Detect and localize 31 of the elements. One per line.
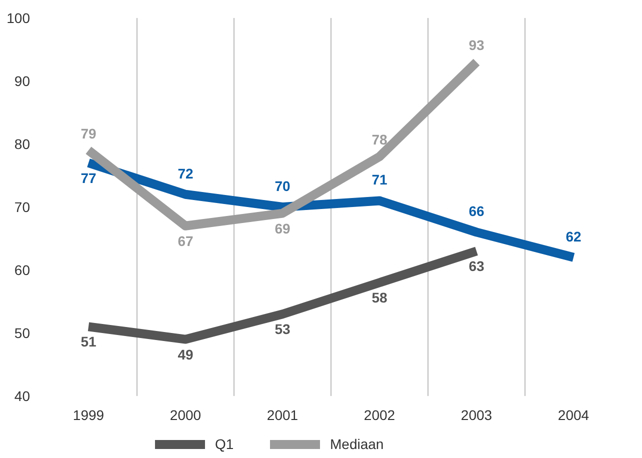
data-label: 79 <box>80 125 96 142</box>
x-tick-label: 2002 <box>364 407 396 423</box>
legend-label: Q1 <box>215 436 234 452</box>
x-tick-label: 2001 <box>266 407 298 423</box>
data-label: 66 <box>468 203 484 220</box>
data-label: 53 <box>274 321 290 338</box>
y-tick-label: 40 <box>14 388 30 404</box>
data-label: 77 <box>80 170 96 186</box>
data-label: 58 <box>372 290 388 306</box>
y-tick-label: 80 <box>14 136 30 152</box>
data-label: 49 <box>178 346 194 362</box>
data-label: 72 <box>178 165 194 182</box>
data-label: 51 <box>80 334 96 350</box>
x-tick-label: 2000 <box>170 407 202 423</box>
data-label: 78 <box>372 132 388 148</box>
y-tick-label: 50 <box>14 325 30 341</box>
y-tick-label: 60 <box>14 262 30 278</box>
y-tick-label: 100 <box>6 10 30 26</box>
x-tick-label: 2003 <box>460 407 492 423</box>
y-tick-label: 70 <box>14 199 30 215</box>
data-label: 93 <box>468 37 484 54</box>
data-label: 69 <box>274 220 290 236</box>
data-label: 62 <box>566 228 582 244</box>
legend-label: Mediaan <box>330 436 384 452</box>
data-label: 63 <box>468 258 484 274</box>
data-label: 71 <box>372 172 388 188</box>
data-label: 70 <box>274 178 290 194</box>
y-tick-label: 90 <box>14 73 30 89</box>
data-label: 67 <box>178 232 194 249</box>
x-tick-label: 2004 <box>558 407 590 423</box>
x-tick-label: 1999 <box>72 407 104 423</box>
